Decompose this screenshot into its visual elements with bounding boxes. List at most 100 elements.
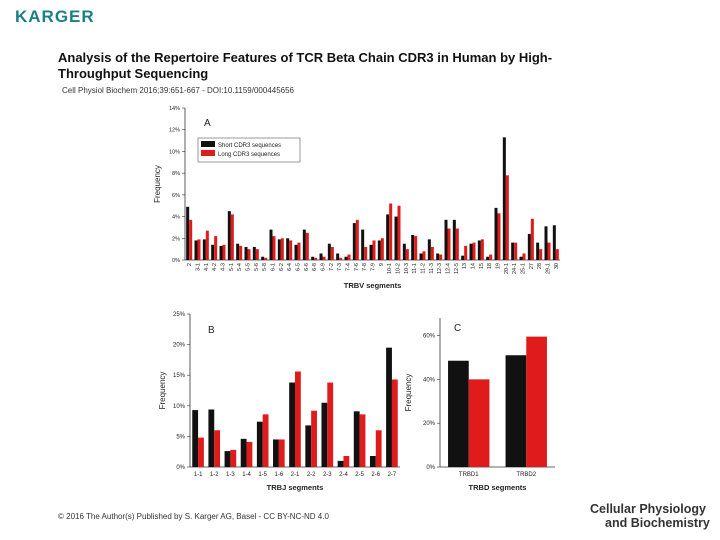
- bar: [297, 242, 301, 260]
- x-tick-label: 7-2: [329, 263, 335, 271]
- bar: [436, 253, 440, 260]
- bar: [273, 439, 279, 467]
- x-tick-label: 1-1: [194, 472, 203, 478]
- x-tick-label: 5-1: [229, 263, 235, 271]
- bar: [343, 455, 350, 467]
- bar: [269, 229, 273, 260]
- bar: [327, 382, 334, 467]
- x-tick-label: 2-5: [355, 472, 364, 478]
- y-tick-label: 15%: [173, 373, 186, 379]
- bar: [192, 410, 199, 467]
- bar: [369, 455, 376, 467]
- bar: [419, 253, 423, 260]
- bar: [494, 207, 498, 260]
- x-tick-label: 6-2: [279, 263, 285, 271]
- y-tick-label: 20%: [423, 421, 436, 427]
- bar: [239, 245, 243, 260]
- y-tick-label: 10%: [169, 149, 180, 155]
- bar: [211, 244, 215, 260]
- x-tick-label: 6-6: [304, 263, 310, 271]
- bar: [208, 409, 215, 467]
- bar: [522, 253, 526, 260]
- bar: [377, 240, 381, 260]
- y-tick-label: 0%: [426, 465, 435, 471]
- bar: [214, 430, 221, 467]
- x-tick-label: 7-4: [346, 263, 352, 271]
- bar: [214, 236, 218, 260]
- x-tick-label: 2-3: [323, 472, 332, 478]
- bar: [314, 257, 318, 260]
- bar: [194, 240, 198, 260]
- bar: [502, 137, 506, 260]
- bar: [261, 256, 265, 260]
- x-tick-label: TRBD2: [516, 472, 536, 478]
- y-axis-label: Frequency: [404, 374, 413, 412]
- bar: [464, 245, 468, 260]
- bar: [555, 249, 559, 260]
- x-tick-label: 1-2: [210, 472, 219, 478]
- bar: [477, 240, 481, 260]
- bar: [294, 244, 298, 260]
- bar: [472, 242, 476, 260]
- x-tick-label: 24-1: [512, 263, 518, 274]
- x-tick-label: 12-4: [446, 263, 452, 274]
- bar: [197, 239, 201, 260]
- bar: [505, 355, 527, 467]
- bar: [380, 238, 384, 260]
- x-tick-label: 1-6: [275, 472, 284, 478]
- x-axis-label: TRBD segments: [469, 483, 527, 492]
- x-tick-label: 7-9: [371, 263, 377, 271]
- bar: [375, 430, 382, 467]
- bar: [252, 246, 256, 260]
- bar: [364, 246, 368, 260]
- y-tick-label: 60%: [423, 334, 436, 340]
- bar: [430, 246, 434, 260]
- x-tick-label: 10-2: [396, 263, 402, 274]
- x-tick-label: 1-3: [226, 472, 235, 478]
- y-tick-label: 10%: [173, 404, 186, 410]
- bar: [222, 244, 226, 260]
- x-tick-label: 2-6: [371, 472, 380, 478]
- bar: [278, 439, 285, 467]
- x-tick-label: 5-5: [246, 263, 252, 271]
- bar: [339, 257, 343, 260]
- bar: [347, 254, 351, 260]
- bar: [422, 251, 426, 260]
- bar: [289, 240, 293, 260]
- x-tick-label: 28: [537, 263, 543, 269]
- bar: [189, 219, 193, 260]
- x-tick-label: 29-1: [546, 263, 552, 274]
- bar: [444, 219, 448, 260]
- bar: [452, 219, 456, 260]
- x-tick-label: 7-6: [354, 263, 360, 271]
- bar: [330, 246, 334, 260]
- bar: [311, 256, 315, 260]
- slide-title: Throughput Sequencing: [58, 66, 208, 81]
- panel-label: A: [204, 118, 211, 129]
- x-tick-label: 11-1: [412, 263, 418, 274]
- x-tick-label: 10-1: [387, 263, 393, 274]
- bar: [337, 460, 344, 467]
- x-tick-label: 7-3: [337, 263, 343, 271]
- bar: [247, 249, 251, 260]
- legend-swatch: [201, 141, 215, 147]
- copyright: © 2016 The Author(s) Published by S. Kar…: [58, 512, 329, 521]
- bar: [536, 242, 540, 260]
- bar: [256, 421, 263, 467]
- bar: [539, 249, 543, 260]
- bar: [344, 256, 348, 260]
- bar: [391, 379, 398, 467]
- bar: [355, 219, 359, 260]
- x-tick-label: 6-5: [296, 263, 302, 271]
- bar: [327, 243, 331, 260]
- x-tick-label: 25-1: [521, 263, 527, 274]
- x-axis-label: TRBV segments: [344, 281, 402, 290]
- bar: [286, 238, 290, 260]
- bar: [280, 238, 284, 260]
- x-tick-label: 4-1: [204, 263, 210, 271]
- bar: [469, 243, 473, 260]
- x-tick-label: 12-3: [437, 263, 443, 274]
- y-tick-label: 4%: [172, 215, 180, 221]
- bar: [386, 347, 392, 467]
